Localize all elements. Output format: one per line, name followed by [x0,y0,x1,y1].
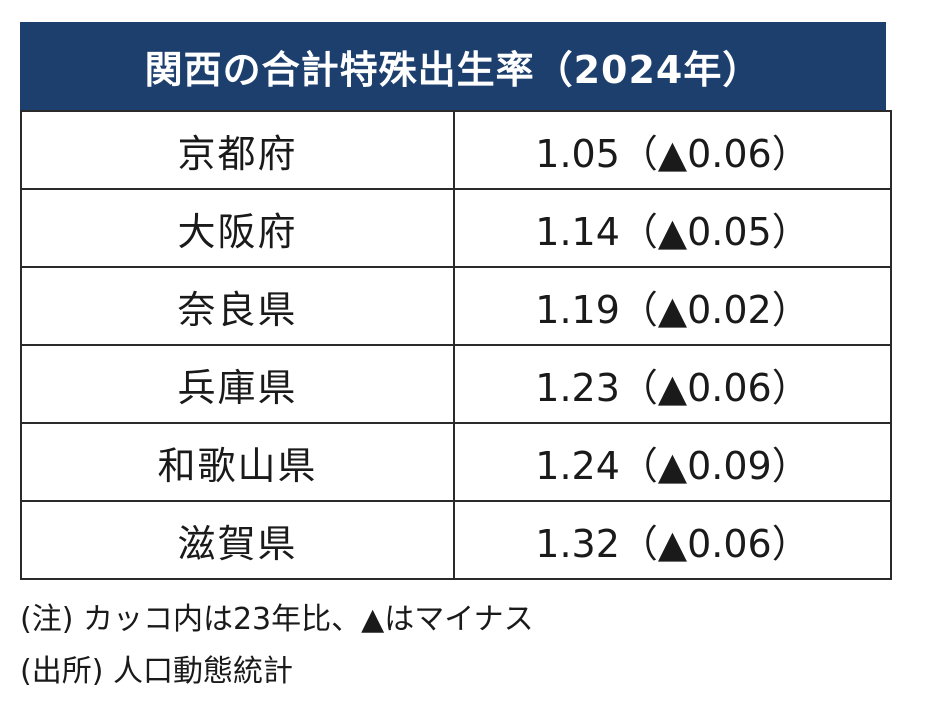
prefecture-cell: 京都府 [20,110,455,190]
table-row: 和歌山県 1.24（▲0.09） [20,422,892,502]
fertility-rate-figure: 関西の合計特殊出生率（2024年） 京都府 1.05（▲0.06） 大阪府 1.… [20,22,892,698]
rate-cell: 1.32（▲0.06） [453,500,892,580]
table-row: 京都府 1.05（▲0.06） [20,110,892,190]
fertility-rate-table: 京都府 1.05（▲0.06） 大阪府 1.14（▲0.05） 奈良県 1.19… [20,110,892,580]
table-row: 滋賀県 1.32（▲0.06） [20,500,892,580]
prefecture-cell: 和歌山県 [20,422,455,502]
rate-cell: 1.14（▲0.05） [453,188,892,268]
prefecture-cell: 奈良県 [20,266,455,346]
rate-cell: 1.05（▲0.06） [453,110,892,190]
rate-cell: 1.24（▲0.09） [453,422,892,502]
table-row: 大阪府 1.14（▲0.05） [20,188,892,268]
footnotes: (注) カッコ内は23年比、▲はマイナス (出所) 人口動態統計 [20,594,886,698]
comparison-note: (注) カッコ内は23年比、▲はマイナス [20,602,534,637]
source-note: (出所) 人口動態統計 [20,654,293,689]
table-row: 兵庫県 1.23（▲0.06） [20,344,892,424]
prefecture-cell: 兵庫県 [20,344,455,424]
table-title: 関西の合計特殊出生率（2024年） [20,22,886,110]
rate-cell: 1.23（▲0.06） [453,344,892,424]
prefecture-cell: 滋賀県 [20,500,455,580]
prefecture-cell: 大阪府 [20,188,455,268]
table-row: 奈良県 1.19（▲0.02） [20,266,892,346]
rate-cell: 1.19（▲0.02） [453,266,892,346]
